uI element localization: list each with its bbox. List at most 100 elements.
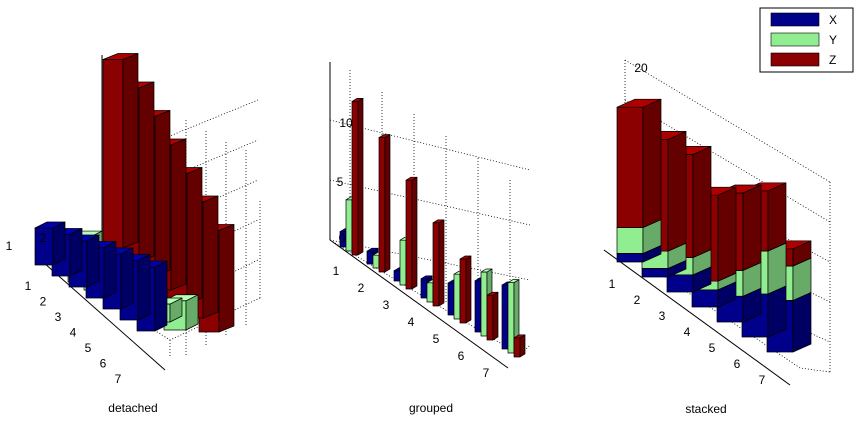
x-tick-label: 2 — [634, 293, 641, 307]
bar-x-7-front — [501, 284, 509, 350]
bar-z-6-top — [486, 291, 499, 296]
x-tick-label: 4 — [70, 326, 77, 340]
z-tick-label: 5 — [337, 175, 344, 189]
x-tick-label: 7 — [483, 366, 490, 380]
bar-z-7 — [513, 334, 526, 358]
bar-z-3-side — [692, 146, 712, 258]
bar-z-5-side — [465, 255, 472, 324]
bar-y-7-top — [507, 279, 520, 283]
grid-line — [159, 99, 259, 141]
bar-z-1-top — [102, 53, 139, 60]
x-axis — [329, 239, 509, 369]
x-tick-label: 7 — [115, 372, 122, 386]
bar-x-2-top — [366, 247, 379, 252]
bar-x-3-front — [393, 270, 401, 282]
bar-x-7-side — [154, 260, 168, 332]
x-tick-label: 2 — [358, 281, 365, 295]
grouped-plot: 1 2 3 4 5 6 7 0 5 10 — [329, 62, 531, 380]
bar-z-3-top — [405, 176, 418, 181]
bar-z-6-front — [486, 294, 494, 341]
x-tick-label: 3 — [659, 309, 666, 323]
x-tick-label: 4 — [408, 315, 415, 329]
bar-z-3 — [405, 176, 418, 290]
bar-x-7-side — [792, 292, 812, 353]
bar-z-7-side — [519, 334, 526, 358]
bar-x-1-side — [52, 221, 66, 266]
bar-z-7-side — [218, 224, 235, 333]
bar-x-1-top — [34, 221, 66, 229]
bar-z-2-top — [378, 134, 391, 138]
bar-z-5-side — [186, 167, 203, 305]
bar-z-1-top — [616, 98, 662, 108]
caption-detached: detached — [108, 401, 157, 415]
z-tick-label: 0 — [339, 231, 346, 245]
bar-z-1-front — [351, 101, 359, 256]
bar-z-5-side — [742, 184, 762, 271]
bar-z-3-side — [154, 110, 171, 277]
bar-z-7-front — [513, 337, 521, 358]
x-tick-label: 2 — [40, 295, 47, 309]
bar-z-1 — [102, 53, 139, 249]
bar-z-6 — [486, 291, 499, 341]
bar-z-3-front — [405, 179, 413, 290]
bar-z-1-front — [616, 106, 644, 228]
bar-x-5-side — [120, 247, 134, 310]
bar-x-6-side — [767, 285, 787, 338]
bar-z-1 — [616, 98, 662, 228]
z-tick-label: 20 — [634, 61, 648, 75]
bar-z-1 — [351, 98, 364, 256]
bar-x-2-front — [366, 250, 374, 265]
bar-y-1-front — [616, 227, 644, 254]
x-tick-label: 6 — [100, 357, 107, 371]
bar-z-5-top — [459, 255, 472, 260]
bar-x-1-front — [616, 253, 644, 263]
bar-y-4-front — [426, 282, 434, 303]
bar-x-4-front — [420, 278, 428, 299]
x-tick-label: 5 — [433, 332, 440, 346]
bar-y-1-front — [345, 199, 353, 252]
legend-label-z: Z — [829, 53, 836, 67]
x-tick-label: 4 — [684, 325, 691, 339]
z-tick-label: 2 — [40, 231, 47, 245]
x-tick-label: 7 — [759, 373, 766, 387]
x-tick-label: 1 — [609, 277, 616, 291]
bar-z-4 — [432, 219, 445, 307]
bar-z-4-front — [432, 222, 440, 307]
caption-grouped: grouped — [409, 401, 453, 415]
bar-z-2-side — [384, 134, 391, 273]
legend-swatch-x — [770, 12, 820, 27]
x-tick-label: 3 — [55, 310, 62, 324]
chart-captions: detached grouped stacked — [108, 401, 726, 416]
legend-swatch-z — [770, 52, 820, 67]
x-tick-label: 1 — [333, 264, 340, 278]
bar-x-2-side — [69, 228, 83, 277]
bar-y-2-front — [372, 254, 380, 269]
bar-y-3-front — [399, 239, 407, 286]
x-tick-label: 6 — [734, 357, 741, 371]
bar-x-3-side — [86, 234, 100, 288]
bar-z-1-top — [351, 98, 364, 102]
grid-line — [624, 59, 831, 183]
bar-z-2 — [378, 134, 391, 273]
x-tick-label: 1 — [25, 279, 32, 293]
bar-z-4-top — [432, 219, 445, 224]
bar-z-1-side — [642, 98, 662, 228]
bar-y-6-side — [767, 242, 787, 295]
bar-z-1-side — [357, 98, 364, 256]
legend: X Y Z — [759, 7, 854, 73]
bar-y-5-front — [453, 273, 461, 320]
bar-z-1-side — [122, 53, 139, 249]
x-tick-label: 5 — [85, 341, 92, 355]
z-tick-label: 10 — [339, 116, 353, 130]
bar-x-1 — [34, 221, 66, 266]
bar-y-6-top — [480, 268, 493, 273]
stacked-plot: 1 2 3 4 5 6 7 20 — [603, 59, 831, 387]
bar-x-2-front — [641, 268, 669, 278]
bar-x-4-top — [420, 275, 433, 280]
bar-z-6-side — [492, 291, 499, 341]
z-tick-label: 1 — [6, 239, 13, 253]
legend-label-x: X — [829, 13, 837, 27]
bar-x-5-front — [447, 282, 455, 316]
grid-line — [329, 179, 531, 226]
